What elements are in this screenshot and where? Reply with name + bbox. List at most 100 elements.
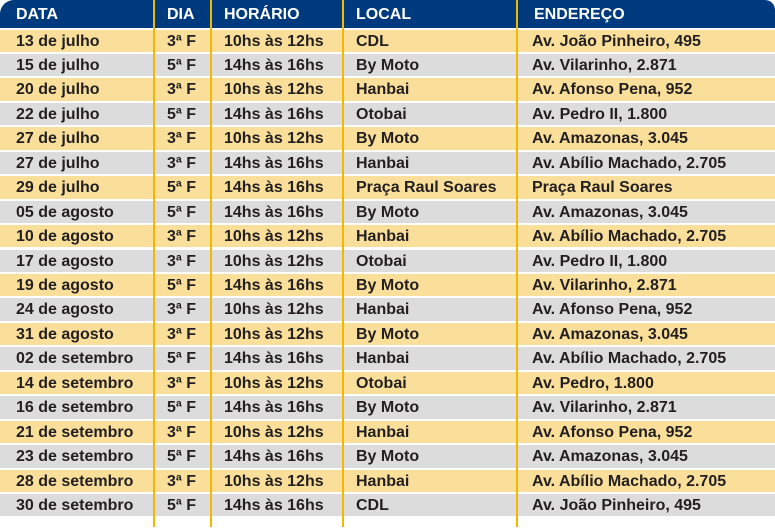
cell-endereco: Av. Abílio Machado, 2.705: [532, 472, 727, 490]
cell-endereco: Av. Afonso Pena, 952: [532, 81, 693, 99]
cell-dia: 3ª F: [167, 81, 197, 99]
cell-dia: 5ª F: [167, 56, 197, 74]
cell-horario: 10hs às 12hs: [224, 423, 324, 441]
cell-endereco: Av. Pedro II, 1.800: [532, 105, 668, 123]
cell-dia: 5ª F: [167, 277, 197, 294]
column-divider: [516, 0, 518, 527]
cell-dia: 3ª F: [167, 130, 197, 148]
header-local: LOCAL: [356, 6, 412, 23]
cell-data: 30 de setembro: [16, 497, 134, 515]
cell-horario: 10hs às 12hs: [224, 130, 324, 148]
cell-horario: 10hs às 12hs: [224, 325, 324, 343]
column-divider: [153, 0, 155, 527]
table-row: 14 de setembro 3ª F 10hs às 12hs Otobai Av. …: [0, 371, 775, 395]
cell-data: 10 de agosto: [16, 228, 114, 246]
cell-endereco: Av. Amazonas, 3.045: [532, 203, 688, 221]
cell-endereco: Av. Pedro II, 1.800: [532, 252, 668, 270]
table-header: DATA DIA HORÁRIO LOCAL ENDEREÇO: [0, 0, 775, 28]
cell-local: Hanbai: [356, 423, 410, 441]
cell-local: Hanbai: [356, 81, 410, 99]
header-horario: HORÁRIO: [224, 6, 300, 23]
cell-horario: 10hs às 12hs: [224, 301, 324, 319]
cell-horario: 10hs às 12hs: [224, 32, 324, 50]
cell-data: 27 de julho: [16, 154, 100, 172]
cell-horario: 14hs às 16hs: [224, 350, 324, 368]
cell-dia: 3ª F: [167, 374, 197, 392]
cell-local: By Moto: [356, 130, 420, 148]
cell-horario: 14hs às 16hs: [224, 56, 324, 74]
cell-horario: 14hs às 16hs: [224, 277, 324, 294]
cell-local: Praça Raul Soares: [356, 179, 497, 197]
table-row: 21 de setembro 3ª F 10hs às 12hs Hanbai Av. …: [0, 420, 775, 444]
cell-dia: 3ª F: [167, 252, 197, 270]
table-row: 10 de agosto 3ª F 10hs às 12hs Hanbai Av. Ab…: [0, 225, 775, 248]
cell-dia: 3ª F: [167, 228, 197, 246]
cell-horario: 14hs às 16hs: [224, 179, 324, 197]
cell-horario: 14hs às 16hs: [224, 105, 324, 123]
cell-dia: 3ª F: [167, 301, 197, 319]
cell-local: By Moto: [356, 448, 420, 466]
cell-local: Otobai: [356, 374, 407, 392]
cell-local: By Moto: [356, 203, 420, 221]
cell-data: 21 de setembro: [16, 423, 134, 441]
cell-dia: 5ª F: [167, 350, 197, 368]
cell-data: 13 de julho: [16, 32, 100, 50]
cell-endereco: Praça Raul Soares: [532, 179, 673, 197]
cell-endereco: Av. Amazonas, 3.045: [532, 448, 688, 466]
table-row: 17 de agosto 3ª F 10hs às 12hs Otobai Av. Pe…: [0, 249, 775, 272]
table-row: 05 de agosto 5ª F 14hs às 16hs By Moto Av. A…: [0, 200, 775, 224]
cell-horario: 14hs às 16hs: [224, 399, 324, 417]
cell-local: By Moto: [356, 399, 420, 417]
header-dia: DIA: [167, 6, 195, 23]
cell-data: 20 de julho: [16, 81, 100, 99]
cell-endereco: Av. Pedro, 1.800: [532, 374, 654, 392]
cell-dia: 3ª F: [167, 423, 197, 441]
cell-endereco: Av. Amazonas, 3.045: [532, 130, 688, 148]
table-row: 22 de julho 5ª F 14hs às 16hs Otobai Av. Ped…: [0, 102, 775, 126]
table-row: 27 de julho 3ª F 10hs às 12hs By Moto Av. Am…: [0, 127, 775, 150]
table-row: 02 de setembro 5ª F 14hs às 16hs Hanbai Av. …: [0, 347, 775, 370]
cell-local: Hanbai: [356, 154, 410, 172]
table-row: 16 de setembro 5ª F 14hs às 16hs By Moto Av.…: [0, 396, 775, 419]
table-row: 13 de julho 3ª F 10hs às 12hs CDL Av. João P…: [0, 29, 775, 52]
cell-endereco: Av. João Pinheiro, 495: [532, 497, 701, 515]
cell-data: 23 de setembro: [16, 448, 134, 466]
cell-endereco: Av. Vilarinho, 2.871: [532, 399, 677, 417]
cell-dia: 3ª F: [167, 472, 197, 490]
cell-horario: 10hs às 12hs: [224, 228, 324, 246]
table-row: 30 de setembro 5ª F 14hs às 16hs CDL Av. Joã…: [0, 494, 775, 517]
cell-data: 17 de agosto: [16, 252, 114, 270]
cell-data: 02 de setembro: [16, 350, 134, 368]
cell-dia: 5ª F: [167, 497, 197, 515]
cell-local: By Moto: [356, 56, 420, 74]
cell-data: 27 de julho: [16, 130, 100, 148]
cell-dia: 5ª F: [167, 179, 197, 197]
cell-endereco: Av. João Pinheiro, 495: [532, 32, 701, 50]
table-row: 29 de julho 5ª F 14hs às 16hs Praça Raul So…: [0, 176, 775, 199]
table-row: 27 de julho 3ª F 14hs às 16hs Hanbai Av. Abí…: [0, 151, 775, 175]
cell-horario: 10hs às 12hs: [224, 81, 324, 99]
cell-local: Hanbai: [356, 472, 410, 490]
cell-dia: 5ª F: [167, 399, 197, 417]
cell-horario: 10hs às 12hs: [224, 374, 324, 392]
cell-endereco: Av. Abílio Machado, 2.705: [532, 154, 727, 172]
cell-dia: 5ª F: [167, 203, 197, 221]
table-row: 24 de agosto 3ª F 10hs às 12hs Hanbai Av. Af…: [0, 298, 775, 321]
cell-horario: 14hs às 16hs: [224, 154, 324, 172]
cell-endereco: Av. Vilarinho, 2.871: [532, 56, 677, 74]
cell-local: CDL: [356, 497, 389, 515]
cell-horario: 10hs às 12hs: [224, 252, 324, 270]
cell-horario: 10hs às 12hs: [224, 472, 324, 490]
cell-local: Hanbai: [356, 350, 410, 368]
cell-data: 15 de julho: [16, 56, 100, 74]
table-row: 15 de julho 5ª F 14hs às 16hs By Moto Av. Vi…: [0, 53, 775, 77]
cell-data: 19 de agosto: [16, 277, 114, 294]
cell-data: 16 de setembro: [16, 399, 134, 417]
cell-local: CDL: [356, 32, 389, 50]
cell-horario: 14hs às 16hs: [224, 448, 324, 466]
cell-data: 31 de agosto: [16, 325, 114, 343]
cell-endereco: Av. Afonso Pena, 952: [532, 423, 693, 441]
cell-horario: 14hs às 16hs: [224, 203, 324, 221]
cell-data: 24 de agosto: [16, 301, 114, 319]
cell-local: Hanbai: [356, 301, 410, 319]
